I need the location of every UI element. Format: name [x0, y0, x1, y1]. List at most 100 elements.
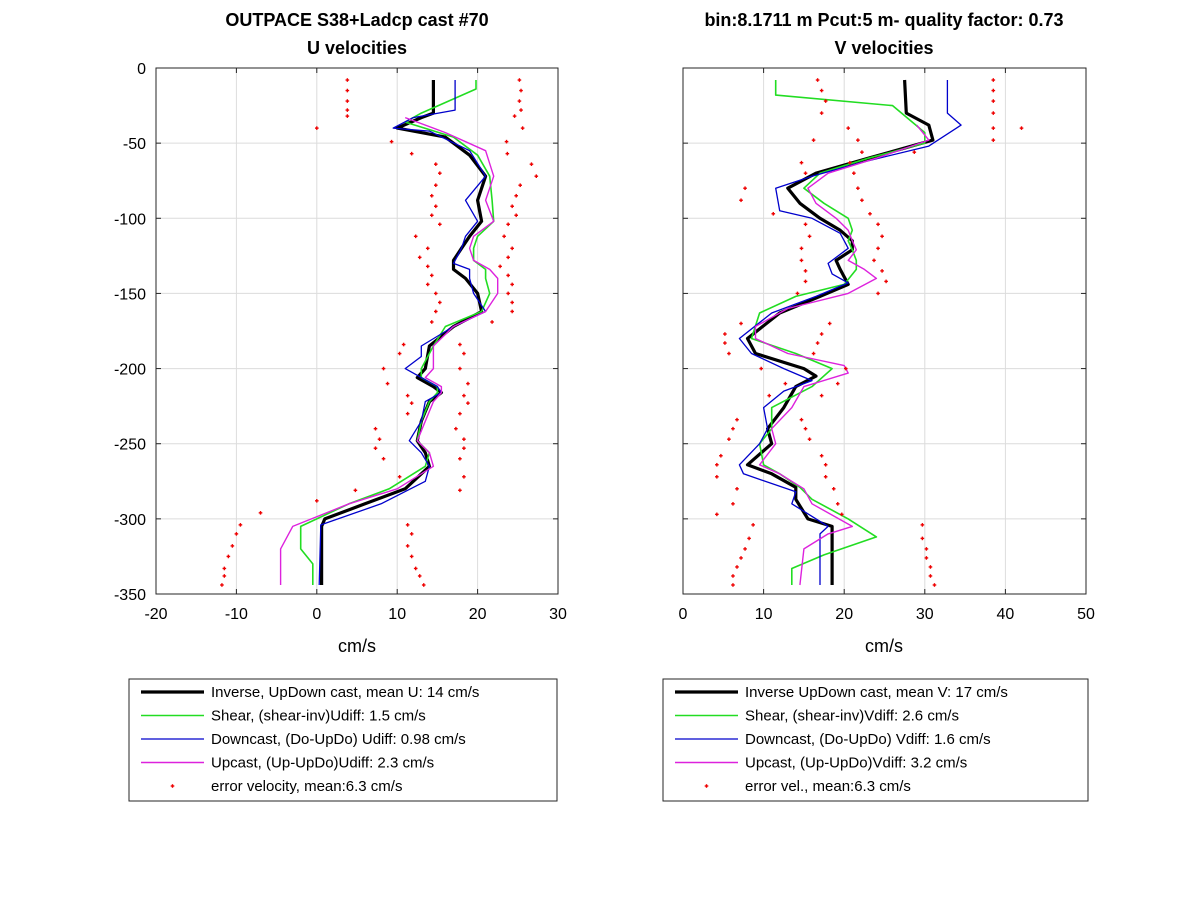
v-plot-title: bin:8.1711 m Pcut:5 m- quality factor: 0…: [704, 10, 1063, 30]
y-tick-label: -150: [114, 286, 146, 303]
legend-label: error velocity, mean:6.3 cm/s: [211, 778, 402, 795]
error-point: [429, 213, 434, 218]
x-tick-label: -20: [144, 606, 167, 623]
legend-label: error vel., mean:6.3 cm/s: [745, 778, 911, 795]
error-point: [429, 193, 434, 198]
legend-label: Upcast, (Up-UpDo)Vdiff: 3.2 cm/s: [745, 755, 967, 772]
error-point: [504, 139, 509, 144]
series-line-3: [318, 80, 487, 586]
error-point: [819, 332, 824, 336]
error-point: [498, 264, 502, 269]
error-point: [819, 88, 824, 93]
error-point: [425, 264, 430, 269]
error-point: [991, 99, 996, 103]
error-point: [433, 309, 438, 314]
error-point: [924, 556, 929, 560]
error-point: [803, 279, 808, 284]
error-point: [517, 78, 522, 82]
error-point: [510, 309, 514, 314]
error-point: [421, 583, 426, 587]
error-point: [466, 401, 470, 405]
legend-label: Downcast, (Do-UpDo) Udiff: 0.98 cm/s: [211, 731, 466, 748]
error-point: [735, 565, 739, 569]
error-point: [409, 554, 414, 559]
u-plot-title: OUTPACE S38+Ladcp cast #70: [225, 10, 488, 30]
error-point: [747, 536, 751, 541]
error-point: [458, 456, 462, 461]
error-point: [506, 222, 510, 227]
series-line-2: [299, 80, 495, 585]
error-point: [381, 456, 386, 461]
error-point: [234, 532, 239, 536]
error-point: [731, 574, 735, 578]
error-point: [868, 211, 872, 216]
x-tick-label: 30: [549, 606, 567, 623]
error-point: [529, 162, 534, 166]
error-point: [819, 111, 824, 115]
error-point: [719, 453, 723, 458]
error-point: [991, 78, 996, 82]
error-point: [848, 160, 852, 165]
y-tick-label: -200: [114, 362, 146, 379]
error-point: [220, 583, 224, 587]
x-tick-label: 30: [916, 606, 934, 623]
error-point: [991, 88, 996, 93]
error-point: [932, 583, 937, 587]
error-point: [920, 523, 925, 527]
error-point: [876, 222, 880, 227]
error-point: [991, 111, 996, 115]
error-point: [715, 512, 719, 517]
error-point: [345, 108, 350, 112]
error-point: [856, 138, 860, 142]
error-point: [514, 213, 518, 218]
error-point: [739, 198, 743, 203]
error-point: [458, 411, 462, 416]
error-point: [490, 320, 494, 324]
error-point: [510, 300, 514, 305]
error-point: [462, 437, 466, 442]
error-point: [831, 487, 836, 491]
error-point: [912, 150, 917, 154]
error-point: [429, 273, 434, 278]
error-point: [353, 488, 358, 493]
error-point: [839, 512, 844, 517]
x-tick-label: 0: [679, 606, 688, 623]
error-point: [876, 246, 880, 251]
error-point: [715, 462, 719, 467]
u-plot-subtitle: U velocities: [307, 38, 407, 58]
y-tick-label: -250: [114, 437, 146, 454]
error-point: [739, 556, 743, 560]
error-point: [799, 246, 804, 251]
error-point: [506, 255, 510, 260]
u-velocity-panel: OUTPACE S38+Ladcp cast #70 U velocities …: [114, 10, 567, 802]
u-plot-xlabel: cm/s: [338, 636, 376, 656]
error-point: [438, 222, 442, 227]
error-point: [238, 523, 243, 527]
u-plot-ticks: -20 -10 0 10 20 300-50-100-150-200-250-300-35…: [114, 61, 567, 623]
v-plot-ticks: 0 10 20 30 40 50: [679, 67, 1095, 623]
u-plot-legend: Inverse, UpDown cast, mean U: 14 cm/s She…: [128, 678, 558, 802]
error-point: [413, 566, 418, 571]
error-point: [723, 332, 727, 336]
error-point: [345, 99, 350, 103]
y-tick-label: 0: [137, 61, 146, 78]
error-point: [462, 351, 466, 356]
error-point: [409, 532, 414, 536]
y-tick-label: -50: [123, 136, 146, 153]
error-point: [799, 258, 804, 263]
error-point: [872, 258, 876, 263]
error-point: [827, 321, 832, 326]
v-plot-legend: Inverse UpDown cast, mean V: 17 cm/s Shea…: [662, 678, 1089, 802]
error-point: [743, 547, 747, 551]
legend-label: Inverse UpDown cast, mean V: 17 cm/s: [745, 684, 1008, 701]
error-point: [315, 126, 319, 130]
y-tick-label: -300: [114, 512, 146, 529]
error-point: [345, 114, 350, 118]
v-velocity-panel: bin:8.1711 m Pcut:5 m- quality factor: 0…: [662, 10, 1095, 802]
error-point: [462, 393, 466, 398]
error-point: [803, 426, 808, 431]
error-point: [731, 426, 735, 431]
error-point: [401, 342, 406, 347]
error-point: [815, 341, 820, 345]
